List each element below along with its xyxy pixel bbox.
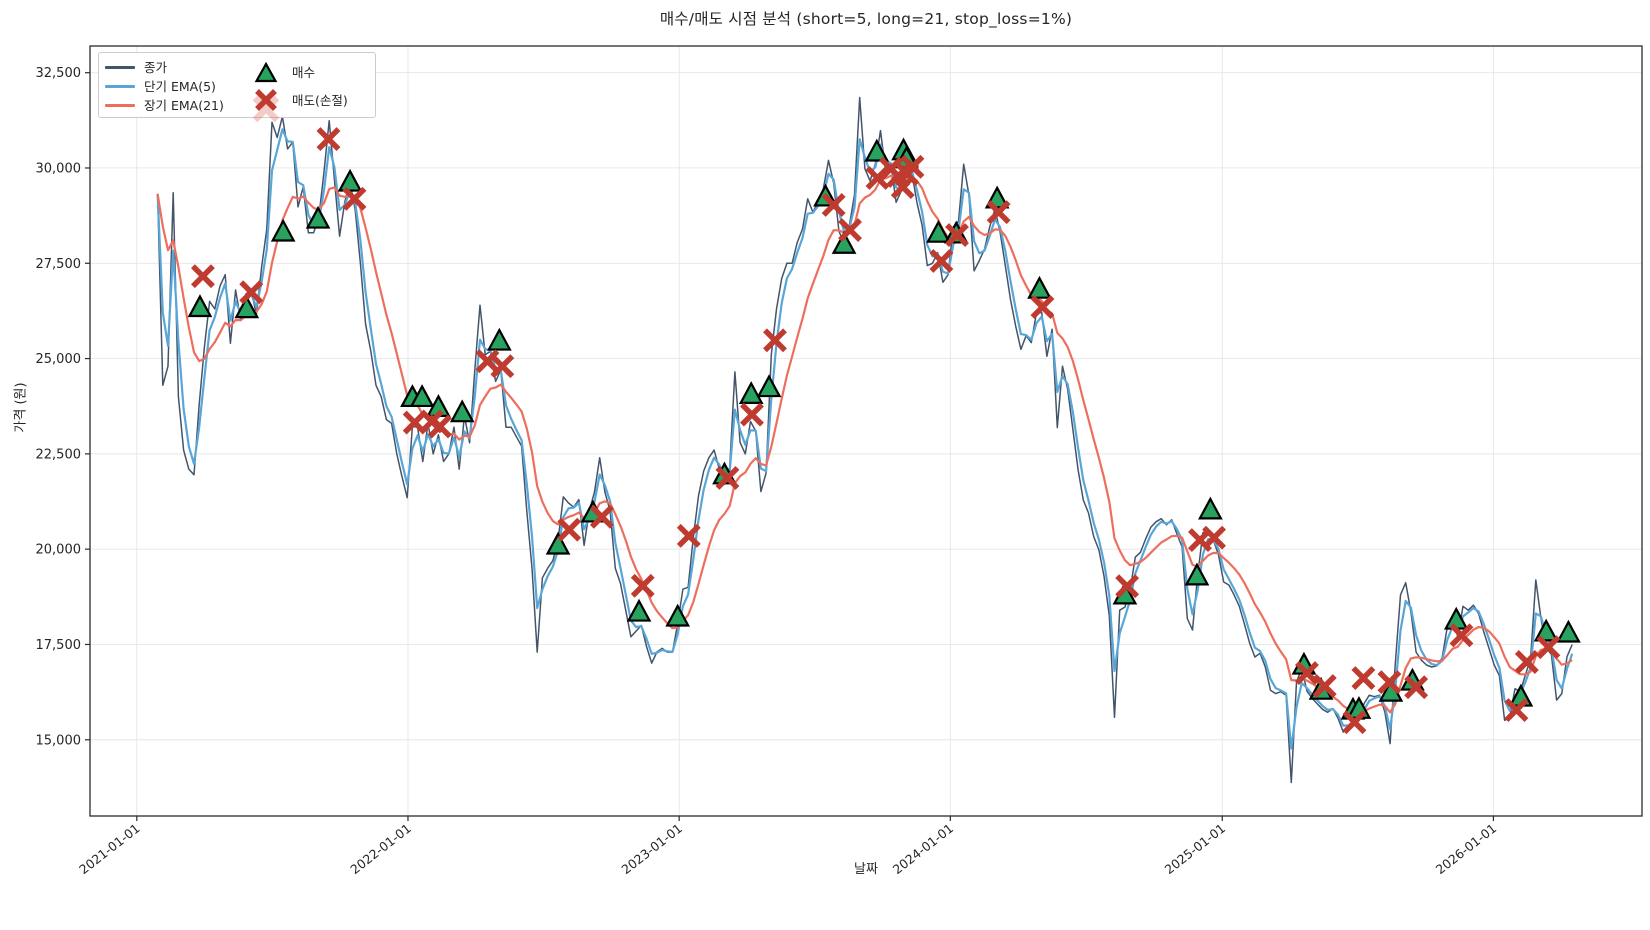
close-line-icon <box>105 57 135 76</box>
y-tick-label: 17,500 <box>36 638 82 653</box>
sell-marker <box>427 414 452 439</box>
buy-marker <box>738 381 764 405</box>
sell-marker <box>740 402 764 427</box>
chart-title: 매수/매도 시점 분석 (short=5, long=21, stop_loss… <box>659 10 1073 28</box>
buy-marker <box>1027 275 1052 299</box>
buy-marker <box>1443 606 1469 630</box>
ema-long-line <box>156 174 1573 714</box>
buy-marker <box>926 219 951 243</box>
sell-marker <box>900 154 925 179</box>
buy-marker <box>234 295 260 319</box>
y-tick-label: 30,000 <box>36 161 82 176</box>
y-tick-label: 22,500 <box>36 447 82 462</box>
buy-marker <box>337 168 363 192</box>
buy-marker <box>1184 562 1210 586</box>
buy-marker <box>487 327 512 351</box>
ema-short-line-icon <box>105 76 135 95</box>
legend-item-sell: 매도(손절) <box>252 88 367 122</box>
buy-marker <box>545 531 571 555</box>
close-price-line <box>156 96 1573 784</box>
sell-marker <box>557 517 582 542</box>
sell-marker <box>865 165 890 190</box>
buy-triangle-icon <box>253 61 283 82</box>
buy-marker <box>864 138 890 162</box>
sell-marker <box>1514 650 1539 674</box>
legend-label-ema-short: 단기 EMA(5) <box>144 79 216 94</box>
y-axis-label: 가격 (원) <box>13 382 29 433</box>
buy-marker <box>1556 619 1581 643</box>
buy-marker <box>756 374 782 398</box>
x-axis-label: 날짜 <box>854 862 878 877</box>
legend-item-buy: 매수 <box>253 61 367 82</box>
sell-marker <box>490 354 515 379</box>
sell-marker <box>1351 666 1376 690</box>
sell-marker <box>342 186 367 211</box>
sell-marker <box>1115 574 1140 599</box>
legend-column-markers: 매수 매도(손절) <box>252 57 367 122</box>
buy-marker <box>626 598 652 622</box>
legend-label-sell: 매도(손절) <box>292 92 348 108</box>
legend-label-close: 종가 <box>144 60 168 75</box>
sell-marker <box>190 264 215 289</box>
ema-short-line <box>156 128 1574 750</box>
buy-marker <box>449 399 475 423</box>
sell-marker <box>945 223 969 248</box>
sell-marker <box>1342 710 1367 735</box>
legend-item-ema-long: 장기 EMA(21) <box>105 95 253 114</box>
buy-marker <box>187 294 213 318</box>
sell-marker <box>890 175 915 199</box>
sell-marker <box>715 465 740 490</box>
y-tick-label: 25,000 <box>36 352 82 367</box>
sell-marker <box>1404 675 1429 700</box>
sell-marker <box>1377 670 1402 695</box>
sell-marker <box>1312 674 1337 698</box>
legend-item-ema-short: 단기 EMA(5) <box>105 76 253 95</box>
buy-marker <box>1198 496 1223 520</box>
y-tick-label: 27,500 <box>36 257 82 272</box>
sell-marker <box>589 504 614 529</box>
buy-marker <box>665 603 691 627</box>
sell-marker <box>838 218 862 243</box>
ema-long-line-icon <box>105 95 135 114</box>
sell-marker <box>929 249 954 273</box>
sell-marker <box>1030 295 1055 320</box>
sell-marker <box>986 200 1011 225</box>
buy-marker <box>409 384 435 408</box>
sell-marker <box>1504 698 1529 722</box>
sell-marker <box>239 280 264 305</box>
buy-marker <box>305 205 331 229</box>
sell-marker <box>1536 635 1561 660</box>
sell-marker <box>1449 623 1474 648</box>
legend-column-lines: 종가 단기 EMA(5) 장기 EMA(21) <box>105 57 253 113</box>
sell-marker <box>630 573 655 598</box>
sell-x-icon <box>252 88 283 122</box>
legend-label-buy: 매수 <box>292 64 316 80</box>
buy-marker <box>270 218 296 242</box>
buy-marker <box>831 230 857 254</box>
legend-item-close: 종가 <box>105 57 253 76</box>
legend: 종가 단기 EMA(5) 장기 EMA(21) 매수 <box>98 52 376 122</box>
legend-label-ema-long: 장기 EMA(21) <box>144 98 224 113</box>
sell-marker <box>821 193 846 217</box>
y-tick-label: 15,000 <box>36 733 82 748</box>
y-tick-label: 32,500 <box>36 66 82 81</box>
buy-marker <box>1533 618 1559 642</box>
sell-marker <box>1294 661 1319 685</box>
sell-marker <box>763 328 787 353</box>
sell-marker <box>316 127 341 151</box>
sell-marker <box>676 523 701 548</box>
axes-box <box>89 45 1643 817</box>
y-tick-label: 20,000 <box>36 543 82 558</box>
sell-marker <box>1202 525 1227 550</box>
